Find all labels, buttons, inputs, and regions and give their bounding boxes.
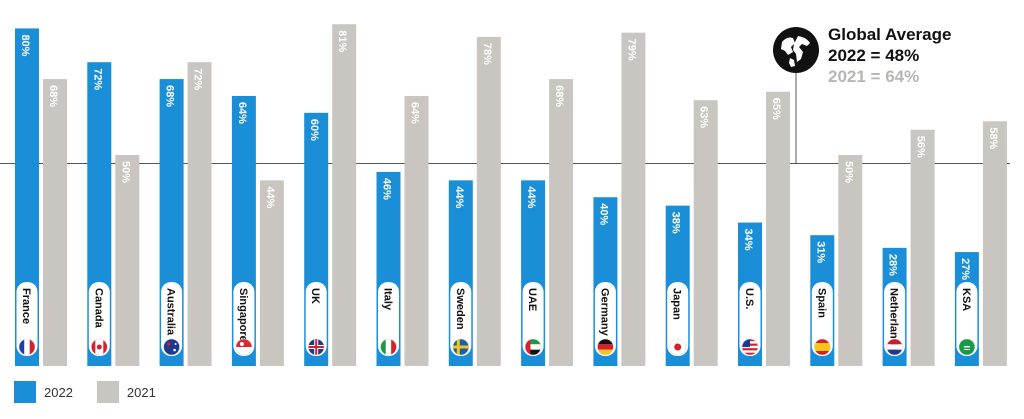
value-label-2021-uk: 81% (336, 30, 348, 52)
value-label-2021-italy: 64% (409, 102, 421, 124)
category-pill-us (739, 282, 761, 356)
value-label-2022-sweden: 44% (453, 186, 465, 208)
bar-chart: 80% 68% France 72% 50% Canada 68% 72% Australia 6… (0, 24, 1010, 367)
value-label-2021-spain: 50% (842, 161, 854, 183)
value-label-2022-singapore: 64% (236, 102, 248, 124)
category-pill-france (16, 282, 38, 356)
category-pill-sweden (450, 282, 472, 356)
bar-2021-france (43, 79, 67, 366)
legend-label-2021: 2021 (126, 384, 156, 400)
us-flag-icon (741, 338, 759, 356)
bar-2021-uae (549, 79, 574, 366)
value-label-2021-australia: 72% (192, 68, 204, 90)
value-label-2021-japan: 63% (698, 106, 710, 128)
category-label-singapore: Singapore (237, 288, 249, 342)
category-label-ksa: KSA (960, 288, 972, 311)
globe-icon (773, 27, 819, 73)
category-label-netherlands: Netherlands (888, 288, 900, 352)
legend-item-2022: 2022 (14, 381, 73, 403)
category-pill-australia (161, 282, 183, 356)
value-label-2022-netherlands: 28% (887, 254, 899, 276)
category-label-uk: UK (309, 288, 321, 304)
category-pill-japan (667, 282, 689, 356)
bar-2021-germany (621, 32, 646, 366)
value-label-2022-australia: 68% (164, 85, 176, 107)
bar-2021-us (766, 91, 790, 367)
bar-2021-netherlands (910, 129, 935, 366)
bar-2021-australia (187, 62, 212, 366)
canada-flag-icon (91, 338, 108, 356)
spain-flag-icon (813, 338, 831, 356)
category-pill-canada (88, 282, 110, 356)
value-label-2022-us: 34% (742, 229, 754, 251)
legend-swatch-2021 (96, 381, 119, 403)
value-label-2021-netherlands: 56% (915, 136, 927, 158)
bar-2021-ksa (982, 121, 1007, 366)
netherlands-flag-icon (886, 338, 903, 356)
value-label-2022-spain: 31% (814, 241, 826, 263)
category-label-france: France (20, 288, 32, 324)
singapore-flag-icon (235, 338, 253, 356)
category-label-japan: Japan (671, 288, 683, 320)
value-label-2021-us: 65% (770, 98, 782, 120)
uk-flag-icon (307, 338, 325, 356)
value-label-2021-canada: 50% (119, 161, 131, 183)
value-label-2022-canada: 72% (91, 68, 103, 90)
callout-title: Global Average (828, 25, 952, 44)
category-label-germany: Germany (598, 288, 610, 337)
legend-item-2021: 2021 (96, 381, 156, 403)
category-label-canada: Canada (92, 288, 104, 329)
category-pill-italy (378, 282, 399, 356)
category-pill-spain (811, 282, 833, 356)
value-label-2021-uae: 68% (553, 85, 565, 107)
category-pill-uk (305, 282, 327, 356)
legend-label-2022: 2022 (44, 384, 73, 400)
italy-flag-icon (380, 338, 397, 356)
bar-2021-spain (838, 155, 863, 366)
france-flag-icon (18, 338, 36, 356)
category-label-australia: Australia (165, 288, 177, 336)
japan-flag-icon (669, 338, 687, 356)
value-label-2022-france: 80% (19, 34, 31, 56)
bar-2021-canada (115, 155, 140, 366)
category-label-sweden: Sweden (454, 288, 466, 330)
value-label-2022-ksa: 27% (959, 258, 971, 280)
bar-2021-sweden (476, 36, 501, 366)
value-label-2021-ksa: 58% (987, 127, 999, 149)
category-pill-singapore (233, 282, 255, 356)
bar-2021-italy (404, 95, 429, 366)
value-label-2022-japan: 38% (670, 212, 682, 234)
value-label-2021-singapore: 44% (264, 186, 276, 208)
uae-flag-icon (524, 338, 542, 356)
bar-2021-uk (332, 24, 357, 366)
value-label-2021-germany: 79% (625, 39, 637, 61)
category-label-spain: Spain (815, 288, 827, 318)
category-pill-netherlands (884, 282, 906, 356)
ksa-flag-icon (958, 338, 976, 356)
value-label-2022-uk: 60% (308, 119, 320, 141)
category-pill-ksa (956, 282, 978, 356)
australia-flag-icon (163, 338, 180, 356)
category-pill-uae (522, 282, 544, 356)
sweden-flag-icon (452, 338, 470, 356)
legend: 2022 2021 (14, 381, 180, 403)
value-label-2022-uae: 44% (525, 186, 537, 208)
bar-2021-japan (693, 100, 718, 367)
value-label-2021-france: 68% (47, 85, 59, 107)
callout-2021-value: 2021 = 64% (828, 67, 920, 86)
category-label-uae: UAE (526, 288, 538, 311)
callout-2022-value: 2022 = 48% (828, 46, 920, 65)
value-label-2021-sweden: 78% (481, 43, 493, 65)
category-label-us: U.S. (743, 288, 755, 309)
germany-flag-icon (597, 338, 614, 356)
value-label-2022-germany: 40% (597, 203, 609, 225)
category-label-italy: Italy (382, 288, 394, 311)
category-pill-germany (594, 282, 616, 356)
value-label-2022-italy: 46% (381, 178, 393, 200)
bar-2021-singapore (259, 180, 284, 366)
legend-swatch-2022 (14, 381, 36, 403)
